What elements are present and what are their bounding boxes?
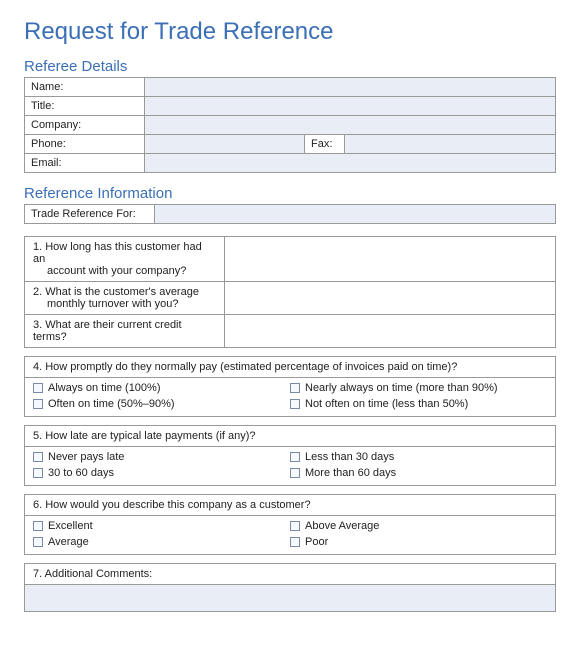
q4-opt-3[interactable]: Often on time (50%–90%): [33, 398, 290, 410]
checkbox-icon: [33, 452, 43, 462]
q4-opt-2[interactable]: Nearly always on time (more than 90%): [290, 382, 547, 394]
q5-opt-4[interactable]: More than 60 days: [290, 467, 547, 479]
checkbox-icon: [290, 468, 300, 478]
q6-block: 6. How would you describe this company a…: [24, 494, 556, 555]
q2-label: 2. What is the customer's average monthl…: [25, 282, 225, 315]
checkbox-icon: [290, 452, 300, 462]
field-input-company[interactable]: [145, 116, 556, 135]
checkbox-icon: [290, 383, 300, 393]
field-input-trade-for[interactable]: [155, 205, 556, 224]
field-label-trade-for: Trade Reference For:: [25, 205, 155, 224]
field-label-fax: Fax:: [305, 135, 345, 154]
field-input-email[interactable]: [145, 154, 556, 173]
q6-opt-1[interactable]: Excellent: [33, 520, 290, 532]
q7-block: 7. Additional Comments:: [24, 563, 556, 612]
q1-input[interactable]: [225, 237, 556, 282]
q5-opt-3[interactable]: 30 to 60 days: [33, 467, 290, 479]
q5-text: 5. How late are typical late payments (i…: [25, 426, 555, 447]
checkbox-icon: [290, 521, 300, 531]
q5-opt-2[interactable]: Less than 30 days: [290, 451, 547, 463]
field-label-name: Name:: [25, 78, 145, 97]
q5-block: 5. How late are typical late payments (i…: [24, 425, 556, 486]
field-input-phone[interactable]: [145, 135, 305, 154]
q6-opt-2[interactable]: Above Average: [290, 520, 547, 532]
page-title: Request for Trade Reference: [24, 18, 556, 46]
checkbox-icon: [290, 537, 300, 547]
q4-opt-1[interactable]: Always on time (100%): [33, 382, 290, 394]
q6-text: 6. How would you describe this company a…: [25, 495, 555, 516]
q1-label: 1. How long has this customer had an acc…: [25, 237, 225, 282]
field-label-email: Email:: [25, 154, 145, 173]
checkbox-icon: [33, 468, 43, 478]
field-input-fax[interactable]: [345, 135, 556, 154]
q6-opt-3[interactable]: Average: [33, 536, 290, 548]
referee-details-table: Name: Title: Company: Phone: Fax: Email:: [24, 77, 556, 173]
field-label-title: Title:: [25, 97, 145, 116]
trade-reference-for-table: Trade Reference For:: [24, 204, 556, 224]
q4-block: 4. How promptly do they normally pay (es…: [24, 356, 556, 417]
q7-input[interactable]: [25, 585, 555, 611]
q6-opt-4[interactable]: Poor: [290, 536, 547, 548]
checkbox-icon: [33, 537, 43, 547]
checkbox-icon: [33, 383, 43, 393]
q3-label: 3. What are their current credit terms?: [25, 315, 225, 348]
section-heading-referee: Referee Details: [24, 58, 556, 75]
section-heading-reference: Reference Information: [24, 185, 556, 202]
field-label-company: Company:: [25, 116, 145, 135]
q2-input[interactable]: [225, 282, 556, 315]
questions-1-3-table: 1. How long has this customer had an acc…: [24, 236, 556, 348]
checkbox-icon: [33, 521, 43, 531]
field-label-phone: Phone:: [25, 135, 145, 154]
checkbox-icon: [33, 399, 43, 409]
checkbox-icon: [290, 399, 300, 409]
q7-text: 7. Additional Comments:: [25, 564, 555, 585]
field-input-name[interactable]: [145, 78, 556, 97]
q4-text: 4. How promptly do they normally pay (es…: [25, 357, 555, 378]
q4-opt-4[interactable]: Not often on time (less than 50%): [290, 398, 547, 410]
q5-opt-1[interactable]: Never pays late: [33, 451, 290, 463]
field-input-title[interactable]: [145, 97, 556, 116]
q3-input[interactable]: [225, 315, 556, 348]
